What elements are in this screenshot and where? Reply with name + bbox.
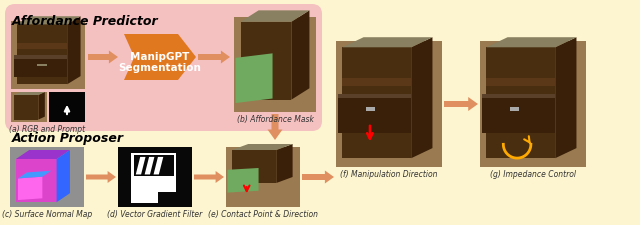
Polygon shape	[86, 171, 116, 183]
Polygon shape	[198, 51, 230, 64]
Text: (g) Impedance Control: (g) Impedance Control	[490, 169, 576, 178]
Text: (e) Contact Point & Direction: (e) Contact Point & Direction	[208, 209, 318, 218]
Polygon shape	[412, 38, 433, 158]
Bar	[37, 64, 47, 67]
Polygon shape	[342, 38, 433, 48]
Text: (f) Manipulation Direction: (f) Manipulation Direction	[340, 169, 438, 178]
Polygon shape	[145, 157, 154, 175]
Bar	[336, 42, 442, 167]
Bar	[338, 94, 412, 98]
Bar	[14, 56, 67, 60]
Polygon shape	[16, 150, 70, 159]
Polygon shape	[291, 11, 310, 100]
Polygon shape	[241, 11, 310, 23]
Text: (c) Surface Normal Map: (c) Surface Normal Map	[2, 209, 92, 218]
Polygon shape	[268, 115, 282, 140]
Polygon shape	[302, 171, 334, 184]
Polygon shape	[232, 144, 292, 150]
Polygon shape	[486, 38, 577, 48]
Bar	[11, 22, 85, 90]
Polygon shape	[14, 93, 45, 96]
Bar	[14, 96, 38, 120]
Text: (b) Affordance Mask: (b) Affordance Mask	[237, 115, 314, 124]
Polygon shape	[154, 157, 163, 175]
Bar	[342, 79, 412, 87]
Polygon shape	[227, 168, 259, 193]
Bar	[11, 93, 47, 122]
Bar	[486, 48, 556, 158]
Polygon shape	[556, 38, 577, 158]
Polygon shape	[56, 150, 70, 202]
Bar	[14, 56, 67, 77]
Bar	[338, 94, 412, 133]
Bar	[241, 23, 291, 100]
Bar	[480, 42, 586, 167]
Polygon shape	[276, 144, 292, 183]
Text: (a) RGB and Prompt: (a) RGB and Prompt	[9, 124, 85, 133]
Bar	[482, 94, 556, 98]
Bar	[342, 48, 412, 158]
Polygon shape	[67, 17, 81, 85]
Bar	[234, 18, 316, 112]
Bar	[134, 155, 173, 177]
Text: Segmentation: Segmentation	[118, 63, 202, 73]
Bar	[17, 25, 67, 85]
Polygon shape	[131, 153, 176, 203]
Text: (d) Vector Gradient Filter: (d) Vector Gradient Filter	[108, 209, 203, 218]
Bar	[49, 93, 85, 122]
Polygon shape	[444, 98, 478, 112]
Polygon shape	[124, 35, 196, 81]
Text: ManipGPT: ManipGPT	[131, 52, 189, 62]
Polygon shape	[18, 171, 51, 179]
Polygon shape	[136, 157, 145, 175]
FancyBboxPatch shape	[5, 5, 322, 131]
Polygon shape	[18, 177, 42, 200]
Polygon shape	[17, 17, 81, 25]
Bar	[226, 147, 300, 207]
Bar	[10, 147, 84, 207]
Text: Action Proposer: Action Proposer	[12, 131, 124, 144]
FancyBboxPatch shape	[2, 2, 638, 223]
Bar	[510, 108, 518, 111]
Bar	[366, 108, 374, 111]
Text: Affordance Predictor: Affordance Predictor	[12, 15, 159, 28]
Bar	[486, 79, 556, 87]
Polygon shape	[88, 51, 118, 64]
Bar	[118, 147, 192, 207]
Bar	[232, 150, 276, 183]
Bar	[482, 94, 556, 133]
Polygon shape	[194, 171, 224, 183]
Bar	[17, 44, 67, 50]
Polygon shape	[236, 54, 273, 104]
Polygon shape	[38, 93, 45, 120]
Polygon shape	[16, 159, 56, 202]
